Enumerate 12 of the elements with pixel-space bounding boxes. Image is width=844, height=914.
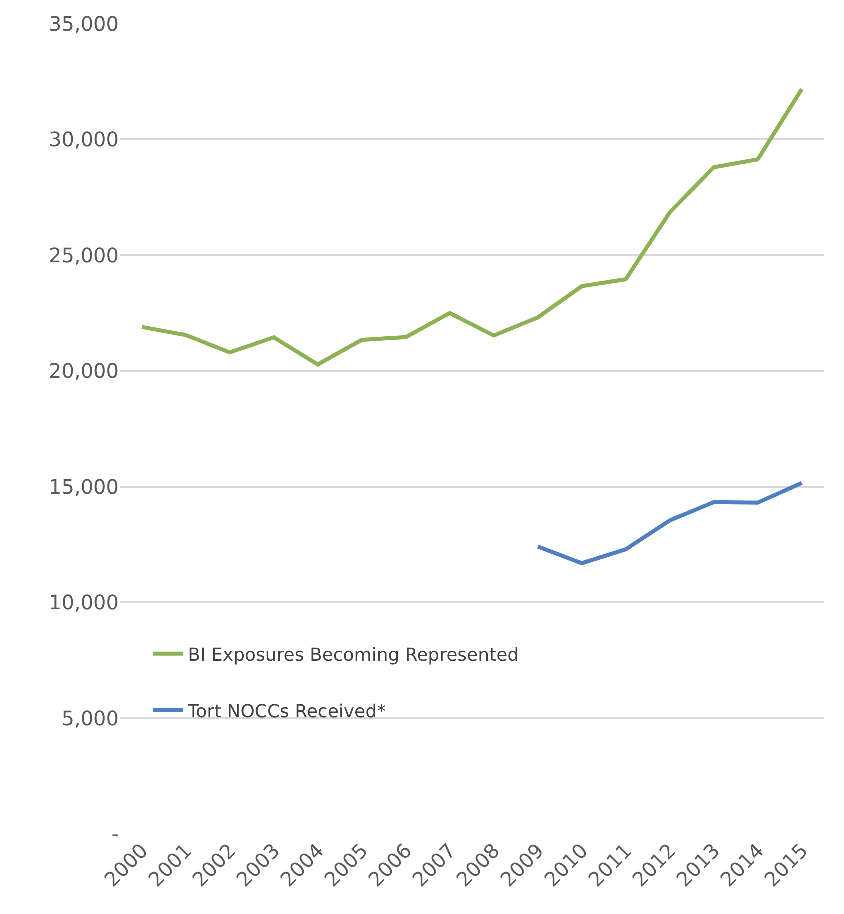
legend-label: BI Exposures Becoming Represented (188, 644, 520, 666)
y-tick-label: 10,000 (49, 590, 119, 615)
line-series (536, 481, 804, 566)
legend-label: Tort NOCCs Received* (187, 701, 386, 722)
y-tick-label: 25,000 (49, 243, 119, 268)
y-tick-label: 35,000 (49, 12, 119, 36)
y-tick-label: 20,000 (49, 359, 119, 384)
y-tick-label: - (112, 822, 119, 846)
y-tick-label: 5,000 (62, 706, 119, 730)
y-tick-label: 15,000 (49, 474, 119, 499)
y-tick-label: 30,000 (49, 128, 119, 152)
line-series (140, 87, 804, 367)
